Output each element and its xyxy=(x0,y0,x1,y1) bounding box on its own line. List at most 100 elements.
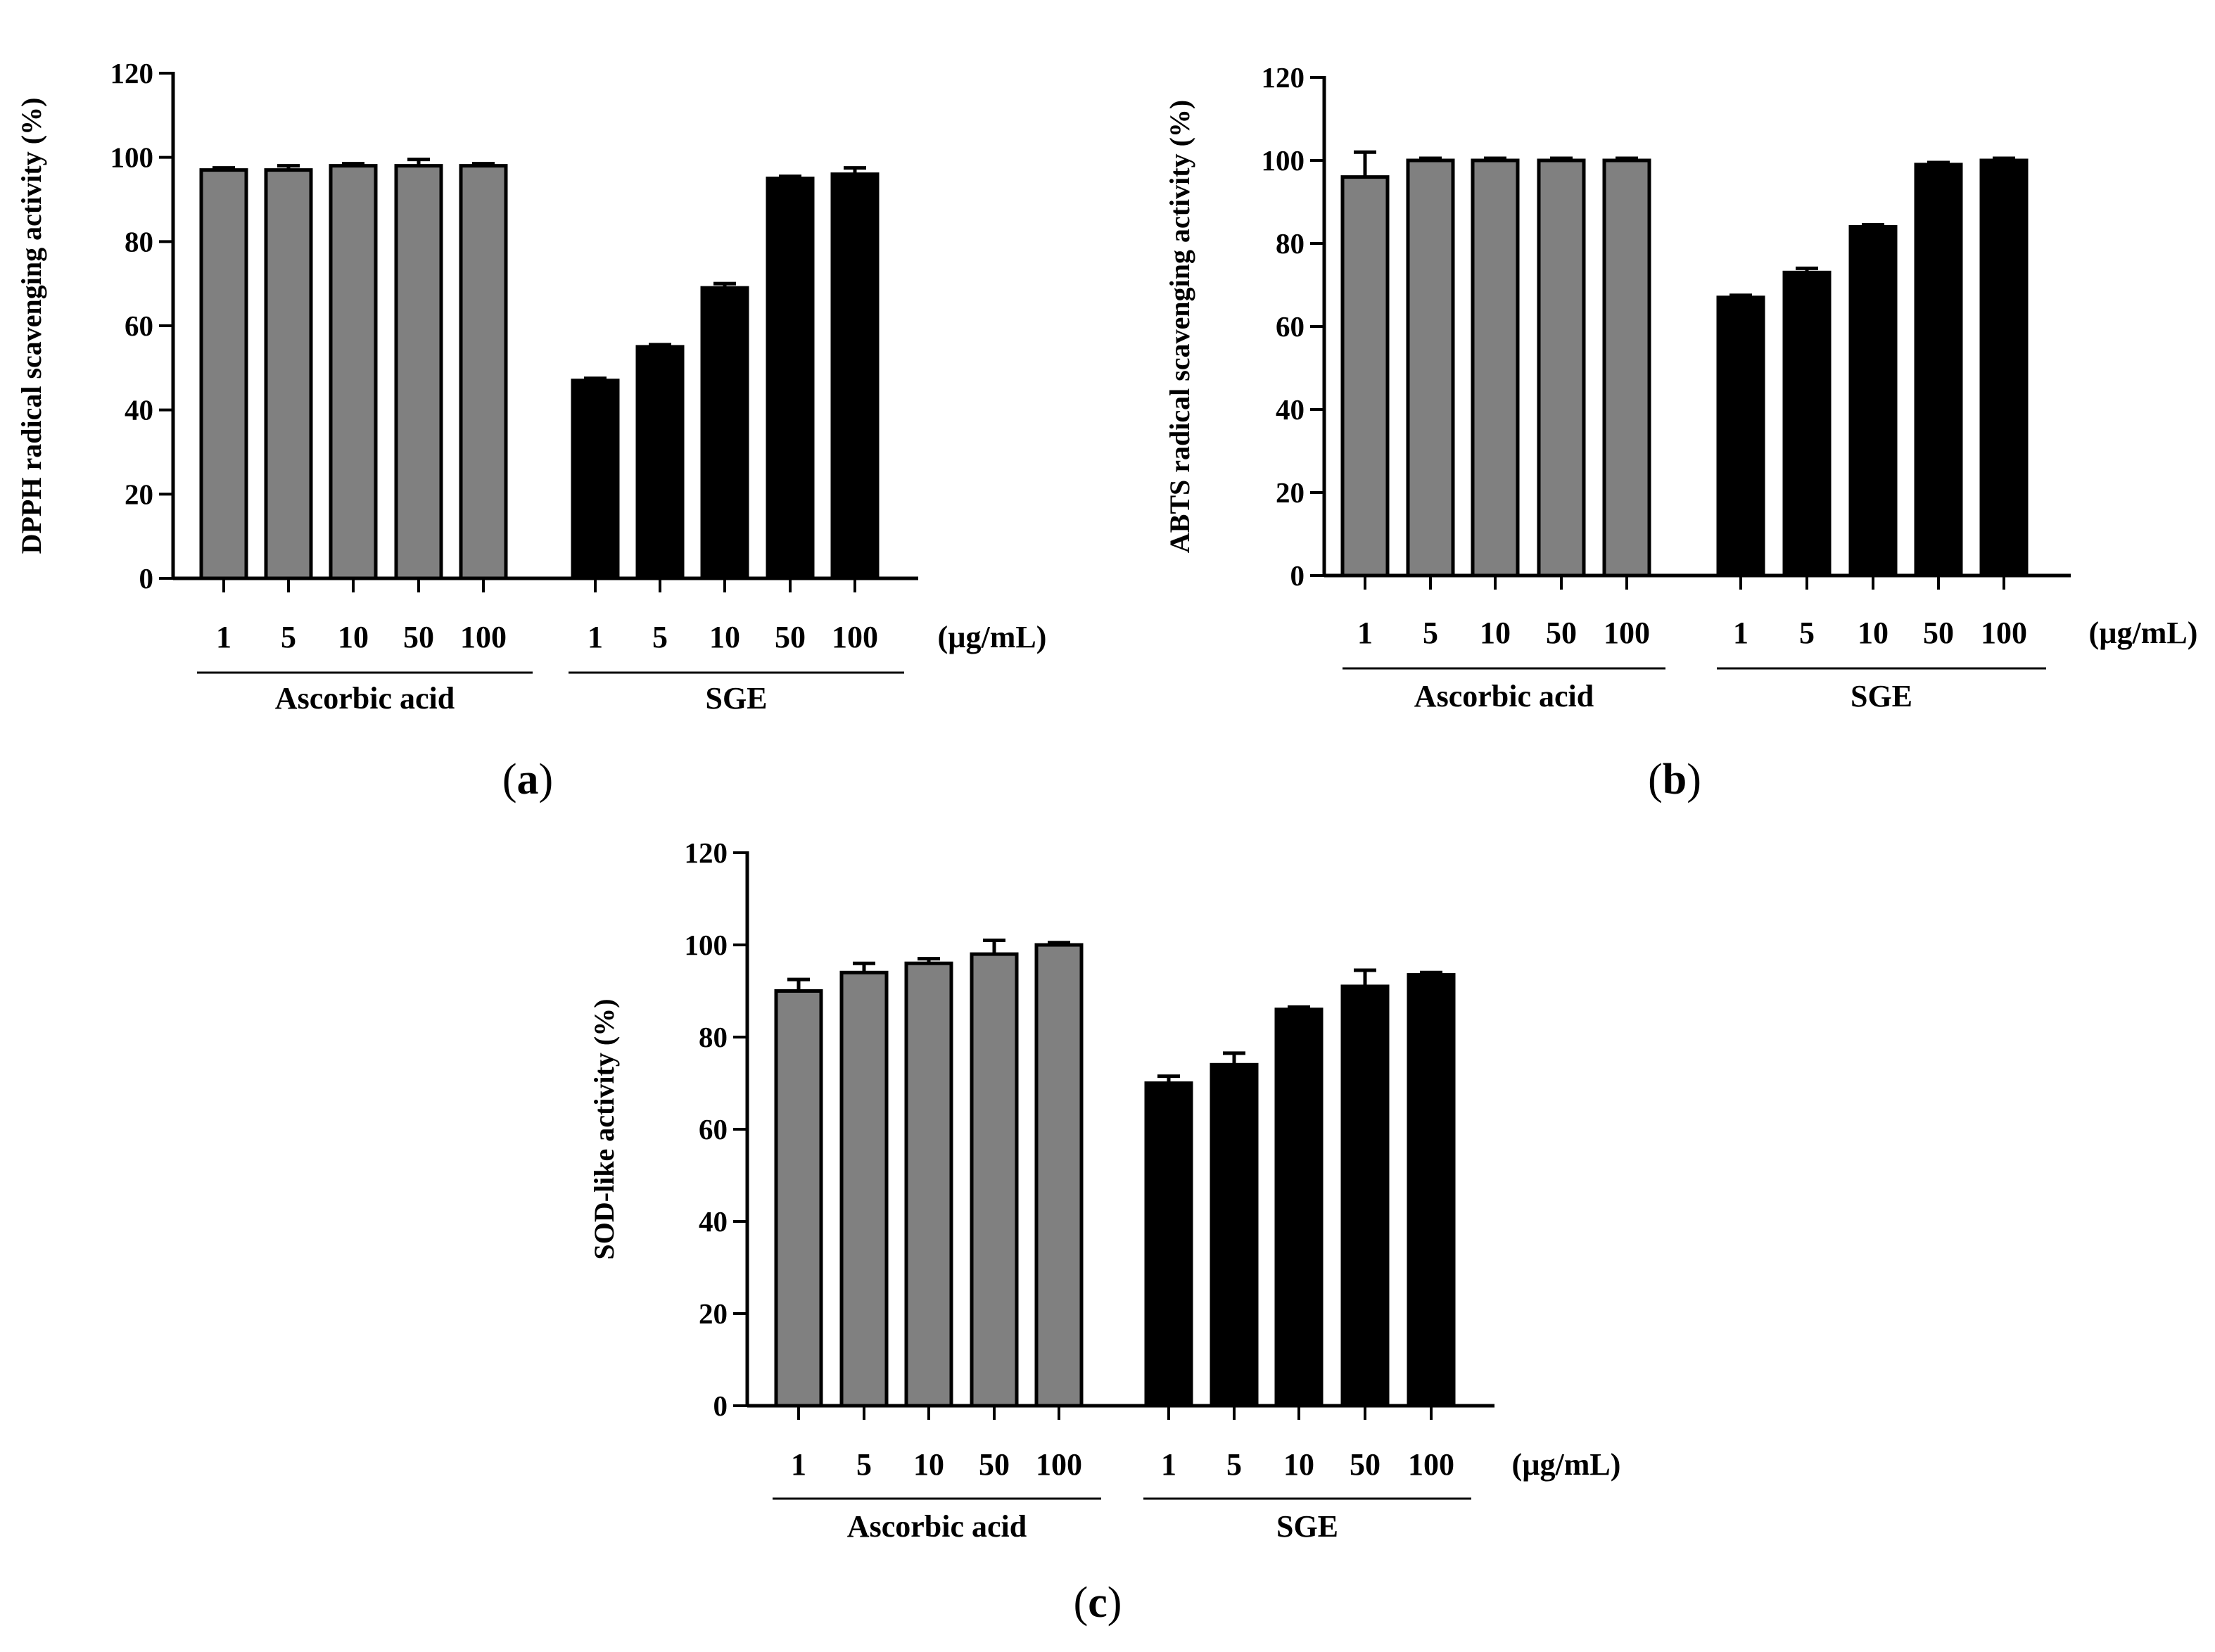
x-tick-label: 10 xyxy=(709,620,740,654)
y-tick-label: 100 xyxy=(110,141,154,174)
group-label: Ascorbic acid xyxy=(1414,679,1594,713)
bar-ascorbic-acid-100 xyxy=(1034,943,1084,1408)
group-label: SGE xyxy=(1276,1509,1338,1544)
bar-ascorbic-acid-5 xyxy=(1406,158,1455,578)
panel-label: (c) xyxy=(1074,1579,1122,1627)
x-tick-label: 10 xyxy=(1480,616,1511,650)
bar-sge-10 xyxy=(1274,1008,1324,1408)
bar-ascorbic-acid-10 xyxy=(329,164,378,580)
y-tick-label: 20 xyxy=(1276,476,1305,509)
x-tick-label: 5 xyxy=(281,620,296,654)
group-label: Ascorbic acid xyxy=(275,681,455,716)
y-tick-label: 0 xyxy=(713,1390,728,1422)
bar-sge-5 xyxy=(1782,270,1832,578)
x-tick-label: 10 xyxy=(1858,616,1889,650)
bar-sge-5 xyxy=(1210,1062,1259,1408)
y-axis-title: SOD-like activity (%) xyxy=(588,998,620,1259)
y-tick-label: 0 xyxy=(139,562,154,595)
x-tick-label: 5 xyxy=(652,620,668,654)
y-tick-label: 100 xyxy=(1262,144,1305,177)
bar-ascorbic-acid-100 xyxy=(459,164,508,580)
bar-ascorbic-acid-1 xyxy=(1340,175,1390,578)
x-tick-label: 50 xyxy=(1350,1447,1381,1482)
bar-sge-50 xyxy=(1340,984,1390,1408)
x-tick-label: 50 xyxy=(1923,616,1954,650)
y-tick-label: 60 xyxy=(1276,310,1305,343)
y-tick-label: 120 xyxy=(1262,61,1305,94)
unit-label: (µg/mL) xyxy=(938,620,1047,654)
x-tick-label: 1 xyxy=(588,620,603,654)
x-tick-label: 1 xyxy=(791,1447,806,1482)
bar-ascorbic-acid-50 xyxy=(1537,158,1586,578)
x-tick-label: 100 xyxy=(460,620,507,654)
x-tick-label: 1 xyxy=(1733,616,1748,650)
chart-panel-b: ABTS radical scavenging activity (%) 0 20 4… xyxy=(1164,61,2197,803)
x-tick-label: 50 xyxy=(403,620,434,654)
chart-panel-c: SOD-like activity (%) 0 20 40 60 80 100 120 1 5 10… xyxy=(588,837,1620,1627)
bar-ascorbic-acid-50 xyxy=(394,164,443,580)
x-tick-label: 50 xyxy=(1546,616,1577,650)
unit-label: (µg/mL) xyxy=(2089,616,2198,650)
x-tick-label: 50 xyxy=(775,620,806,654)
x-tick-label: 10 xyxy=(338,620,369,654)
bar-sge-50 xyxy=(1914,163,1963,578)
bar-ascorbic-acid-10 xyxy=(904,961,953,1408)
bar-ascorbic-acid-100 xyxy=(1602,158,1651,578)
panel-label: (b) xyxy=(1648,756,1701,803)
bar-ascorbic-acid-1 xyxy=(774,989,823,1408)
bar-sge-10 xyxy=(700,286,749,580)
x-tick-label: 5 xyxy=(1423,616,1438,650)
x-tick-label: 100 xyxy=(1981,616,2027,650)
bar-ascorbic-acid-5 xyxy=(839,970,889,1408)
unit-label: (µg/mL) xyxy=(1512,1447,1621,1482)
y-tick-label: 60 xyxy=(699,1113,728,1145)
bar-sge-10 xyxy=(1848,224,1898,578)
bar-sge-100 xyxy=(1979,158,2029,578)
bar-ascorbic-acid-5 xyxy=(264,168,313,580)
y-tick-label: 120 xyxy=(110,57,154,89)
bar-sge-50 xyxy=(766,177,815,580)
group-label: SGE xyxy=(1851,679,1912,713)
bar-sge-5 xyxy=(635,345,685,580)
bar-sge-100 xyxy=(1407,973,1456,1408)
bar-sge-1 xyxy=(1716,296,1765,578)
y-axis-title: ABTS radical scavenging activity (%) xyxy=(1164,100,1195,553)
y-tick-label: 20 xyxy=(699,1297,728,1330)
panel-label: (a) xyxy=(502,756,553,803)
bar-ascorbic-acid-50 xyxy=(970,952,1019,1408)
y-tick-label: 80 xyxy=(125,225,153,258)
x-tick-label: 5 xyxy=(856,1447,872,1482)
x-tick-label: 5 xyxy=(1226,1447,1242,1482)
x-tick-label: 10 xyxy=(913,1447,944,1482)
x-tick-label: 10 xyxy=(1283,1447,1314,1482)
group-label: SGE xyxy=(705,681,767,716)
y-tick-label: 80 xyxy=(699,1021,728,1053)
x-tick-label: 100 xyxy=(832,620,878,654)
x-tick-label: 100 xyxy=(1604,616,1650,650)
x-tick-label: 100 xyxy=(1408,1447,1454,1482)
y-tick-label: 40 xyxy=(1276,393,1305,426)
x-tick-label: 50 xyxy=(979,1447,1010,1482)
y-tick-label: 80 xyxy=(1276,227,1305,260)
bar-ascorbic-acid-1 xyxy=(199,168,248,580)
bar-sge-1 xyxy=(1144,1081,1193,1408)
bar-sge-1 xyxy=(571,379,620,580)
bar-sge-100 xyxy=(830,172,880,580)
x-tick-label: 5 xyxy=(1799,616,1815,650)
y-tick-label: 100 xyxy=(685,929,728,961)
x-tick-label: 1 xyxy=(1357,616,1373,650)
y-tick-label: 40 xyxy=(125,394,153,426)
y-tick-label: 0 xyxy=(1290,559,1305,592)
y-tick-label: 60 xyxy=(125,310,153,342)
y-tick-label: 40 xyxy=(699,1205,728,1238)
y-tick-label: 120 xyxy=(685,837,728,869)
x-tick-label: 1 xyxy=(216,620,231,654)
group-label: Ascorbic acid xyxy=(847,1509,1027,1544)
chart-panel-a: DPPH radical scavenging activity (%) 0 20 4… xyxy=(15,57,1046,803)
y-tick-label: 20 xyxy=(125,478,153,510)
x-tick-label: 1 xyxy=(1161,1447,1176,1482)
x-tick-label: 100 xyxy=(1036,1447,1082,1482)
y-axis-title: DPPH radical scavenging activity (%) xyxy=(15,98,47,554)
bar-ascorbic-acid-10 xyxy=(1471,158,1520,578)
